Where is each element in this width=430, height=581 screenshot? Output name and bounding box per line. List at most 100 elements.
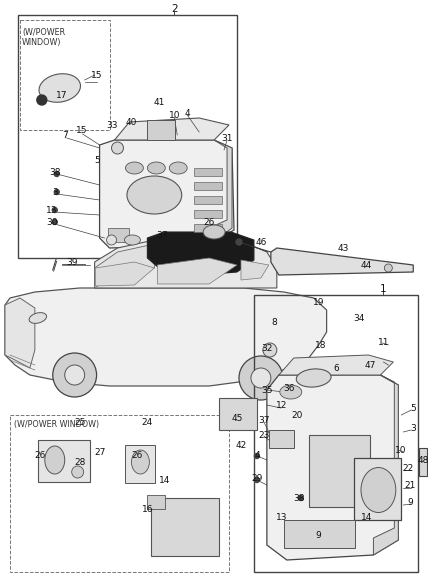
Text: 4: 4 [184, 109, 190, 117]
Text: (W/POWER
WINDOW): (W/POWER WINDOW) [22, 28, 65, 48]
Text: 5: 5 [410, 403, 416, 413]
Text: 6: 6 [334, 364, 339, 372]
Bar [194, 210, 222, 218]
Text: 22: 22 [402, 464, 414, 472]
Polygon shape [114, 118, 229, 140]
Text: 31: 31 [221, 134, 233, 142]
Text: 45: 45 [231, 414, 243, 422]
Bar [38, 440, 89, 482]
Bar [194, 196, 222, 204]
Text: 29: 29 [251, 474, 263, 482]
Polygon shape [5, 298, 35, 368]
Polygon shape [271, 248, 413, 275]
Text: 8: 8 [271, 317, 277, 327]
Polygon shape [373, 375, 398, 555]
Text: 27: 27 [94, 447, 105, 457]
Text: 9: 9 [407, 497, 413, 507]
Text: 41: 41 [154, 98, 165, 106]
Text: 11: 11 [378, 338, 389, 346]
Bar [269, 430, 294, 448]
Ellipse shape [29, 313, 46, 324]
Text: 3: 3 [52, 188, 58, 196]
Text: 4: 4 [254, 450, 260, 460]
Bar [219, 398, 257, 430]
Circle shape [255, 478, 259, 482]
Text: 14: 14 [159, 475, 170, 485]
Ellipse shape [127, 176, 182, 214]
Bar [108, 228, 129, 242]
Circle shape [255, 454, 259, 458]
Bar [147, 120, 175, 140]
Ellipse shape [39, 74, 80, 102]
Text: 44: 44 [361, 260, 372, 270]
Circle shape [54, 189, 59, 195]
Polygon shape [209, 140, 232, 245]
Circle shape [384, 264, 392, 272]
Ellipse shape [361, 468, 396, 512]
Bar [353, 458, 401, 520]
Text: 10: 10 [395, 446, 406, 454]
Text: 46: 46 [255, 238, 267, 246]
Bar [151, 498, 219, 556]
Text: 42: 42 [235, 440, 246, 450]
Circle shape [263, 343, 277, 357]
Polygon shape [95, 238, 277, 288]
Ellipse shape [203, 225, 225, 239]
Ellipse shape [45, 446, 65, 474]
Bar [194, 182, 222, 190]
Ellipse shape [132, 450, 149, 474]
Text: 37: 37 [258, 415, 270, 425]
Text: 48: 48 [418, 456, 429, 464]
Text: 1: 1 [380, 284, 387, 294]
Circle shape [107, 235, 117, 245]
Text: 28: 28 [74, 457, 85, 467]
Text: 26: 26 [34, 450, 46, 460]
Text: 2: 2 [171, 4, 178, 14]
Circle shape [65, 365, 85, 385]
Text: /: / [52, 257, 57, 271]
Bar [309, 435, 370, 507]
Text: 40: 40 [126, 117, 137, 127]
Text: 17: 17 [56, 91, 68, 99]
Text: 13: 13 [46, 206, 58, 214]
Text: 13: 13 [276, 514, 288, 522]
Text: 25: 25 [74, 418, 85, 426]
Text: 35: 35 [261, 386, 273, 394]
Circle shape [239, 356, 283, 400]
Circle shape [236, 239, 242, 245]
Ellipse shape [126, 162, 143, 174]
Ellipse shape [280, 385, 302, 399]
Circle shape [54, 171, 59, 177]
Text: 10: 10 [169, 110, 180, 120]
Text: 32: 32 [261, 343, 273, 353]
Text: /: / [52, 260, 57, 272]
Text: 15: 15 [91, 70, 102, 80]
Text: 20: 20 [291, 411, 302, 419]
Circle shape [298, 496, 303, 500]
Circle shape [111, 142, 123, 154]
Polygon shape [100, 140, 234, 248]
Text: 38: 38 [293, 493, 304, 503]
Text: 23: 23 [258, 431, 270, 439]
Bar [419, 448, 427, 476]
Text: 3: 3 [410, 424, 416, 432]
Text: 36: 36 [283, 383, 295, 393]
Bar [194, 224, 222, 232]
Text: 43: 43 [338, 243, 349, 253]
Text: 24: 24 [142, 418, 153, 426]
Circle shape [37, 95, 47, 105]
Bar [254, 295, 418, 572]
Text: 39: 39 [66, 257, 77, 267]
Circle shape [72, 466, 84, 478]
Text: 5: 5 [95, 156, 101, 164]
Text: 33: 33 [107, 120, 118, 130]
Text: 47: 47 [365, 360, 376, 370]
Text: 16: 16 [141, 505, 153, 515]
Polygon shape [279, 355, 393, 375]
Text: 21: 21 [405, 480, 416, 490]
Ellipse shape [296, 369, 331, 387]
Text: 37: 37 [157, 231, 168, 239]
Bar [20, 20, 110, 130]
Text: 18: 18 [315, 340, 326, 350]
Ellipse shape [169, 162, 187, 174]
